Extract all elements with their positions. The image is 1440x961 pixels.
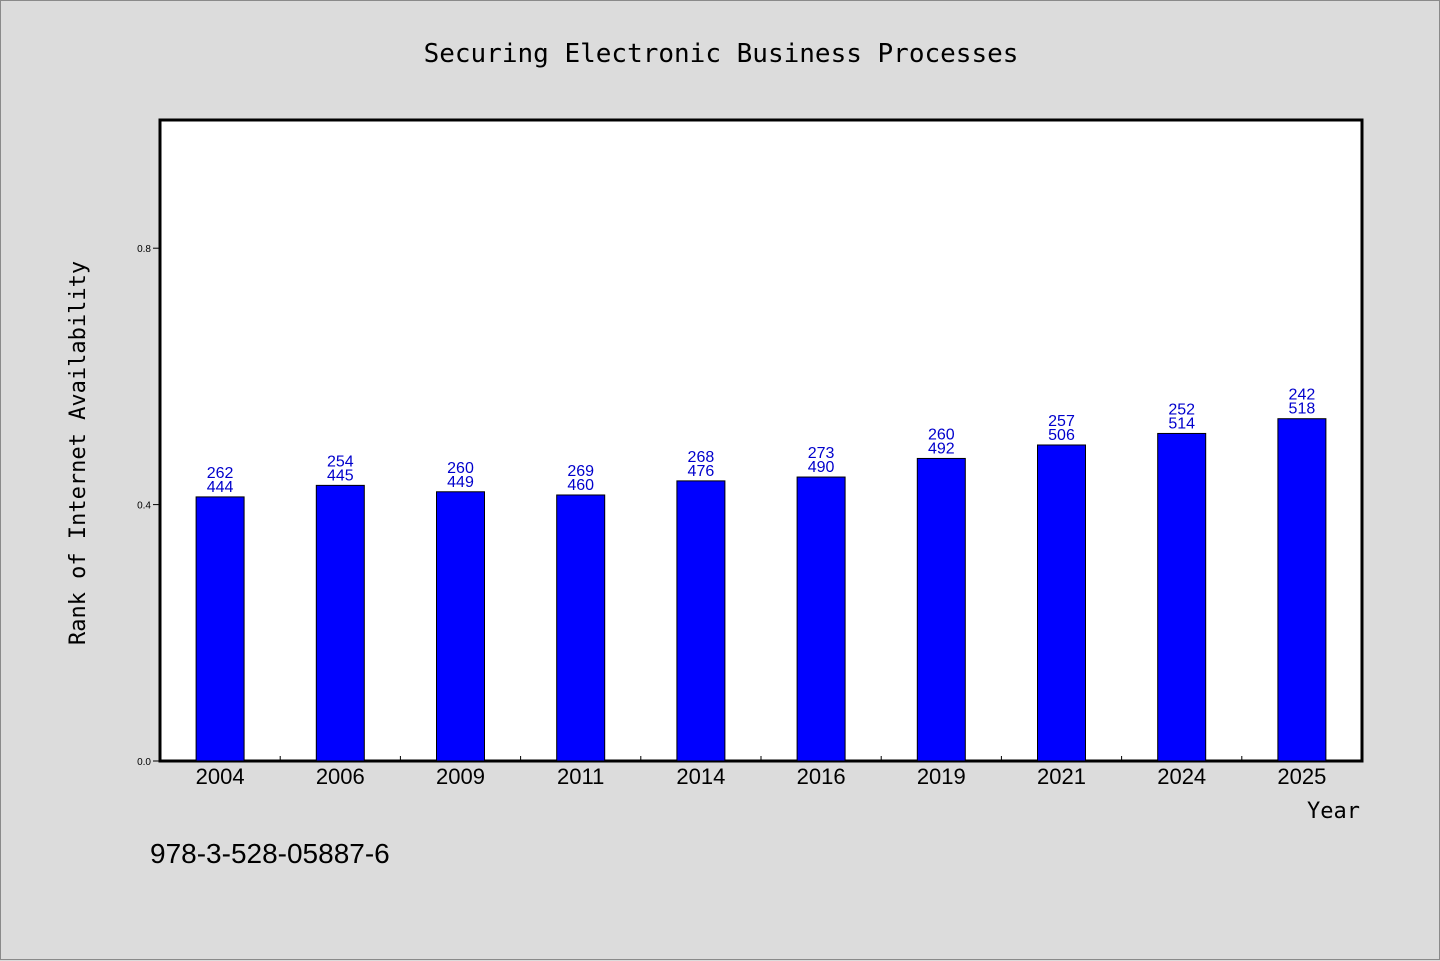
bar-2006 bbox=[315, 484, 365, 762]
bar-2014 bbox=[676, 480, 726, 762]
x-tick-label: 2021 bbox=[1037, 764, 1086, 789]
x-tick-label: 2019 bbox=[917, 764, 966, 789]
x-tick-label: 2014 bbox=[676, 764, 725, 789]
bar-2021 bbox=[1037, 444, 1086, 762]
bar-2016 bbox=[796, 476, 846, 762]
x-tick-label: 2009 bbox=[436, 764, 485, 789]
x-tick-label: 2016 bbox=[797, 764, 846, 789]
data-label-top: 268 bbox=[688, 449, 715, 466]
bar-2011 bbox=[556, 494, 606, 762]
x-tick-label: 2004 bbox=[196, 764, 245, 789]
y-tick-label: 0.4 bbox=[137, 501, 151, 512]
data-label-bottom: 506 bbox=[1048, 427, 1075, 444]
x-tick-label: 2006 bbox=[316, 764, 365, 789]
data-label-top: 254 bbox=[327, 453, 354, 470]
bar-2025 bbox=[1277, 418, 1327, 762]
bar-2004 bbox=[195, 496, 245, 762]
data-label-top: 260 bbox=[928, 426, 955, 443]
data-label-bottom: 476 bbox=[688, 463, 715, 480]
isbn-label: 978-3-528-05887-6 bbox=[150, 838, 390, 869]
data-label-bottom: 514 bbox=[1168, 415, 1195, 432]
data-label-bottom: 490 bbox=[808, 459, 835, 476]
data-label-top: 242 bbox=[1289, 387, 1316, 404]
x-axis-title: Year bbox=[1307, 799, 1360, 824]
data-label-top: 257 bbox=[1048, 413, 1075, 430]
y-axis-title: Rank of Internet Availability bbox=[66, 261, 91, 645]
tick-layer: 0.0 0.4 0.8 bbox=[137, 244, 1243, 768]
data-label-top: 273 bbox=[808, 445, 835, 462]
y-tick-label: 0.0 bbox=[137, 757, 151, 768]
bar-2009 bbox=[436, 491, 485, 762]
x-tick-label: 2024 bbox=[1157, 764, 1206, 789]
data-label-bottom: 444 bbox=[207, 479, 234, 496]
data-label-top: 260 bbox=[447, 460, 474, 477]
bar-2024 bbox=[1157, 432, 1207, 762]
chart-title: Securing Electronic Business Processes bbox=[424, 39, 1019, 69]
x-tick-label: 2011 bbox=[557, 764, 604, 789]
data-label-bottom: 460 bbox=[567, 477, 594, 494]
data-label-bottom: 518 bbox=[1289, 401, 1316, 418]
bar-layer bbox=[195, 418, 1327, 762]
label-layer: 2004262444200625444520092604492011269460… bbox=[196, 387, 1327, 789]
y-tick-label: 0.8 bbox=[137, 244, 151, 255]
x-tick-label: 2025 bbox=[1277, 764, 1326, 789]
data-label-top: 262 bbox=[207, 465, 234, 482]
data-label-top: 252 bbox=[1168, 401, 1195, 418]
bar-2019 bbox=[916, 457, 966, 762]
data-label-bottom: 449 bbox=[447, 474, 474, 491]
data-label-top: 269 bbox=[567, 463, 594, 480]
data-label-bottom: 492 bbox=[928, 440, 955, 457]
data-label-bottom: 445 bbox=[327, 467, 354, 484]
